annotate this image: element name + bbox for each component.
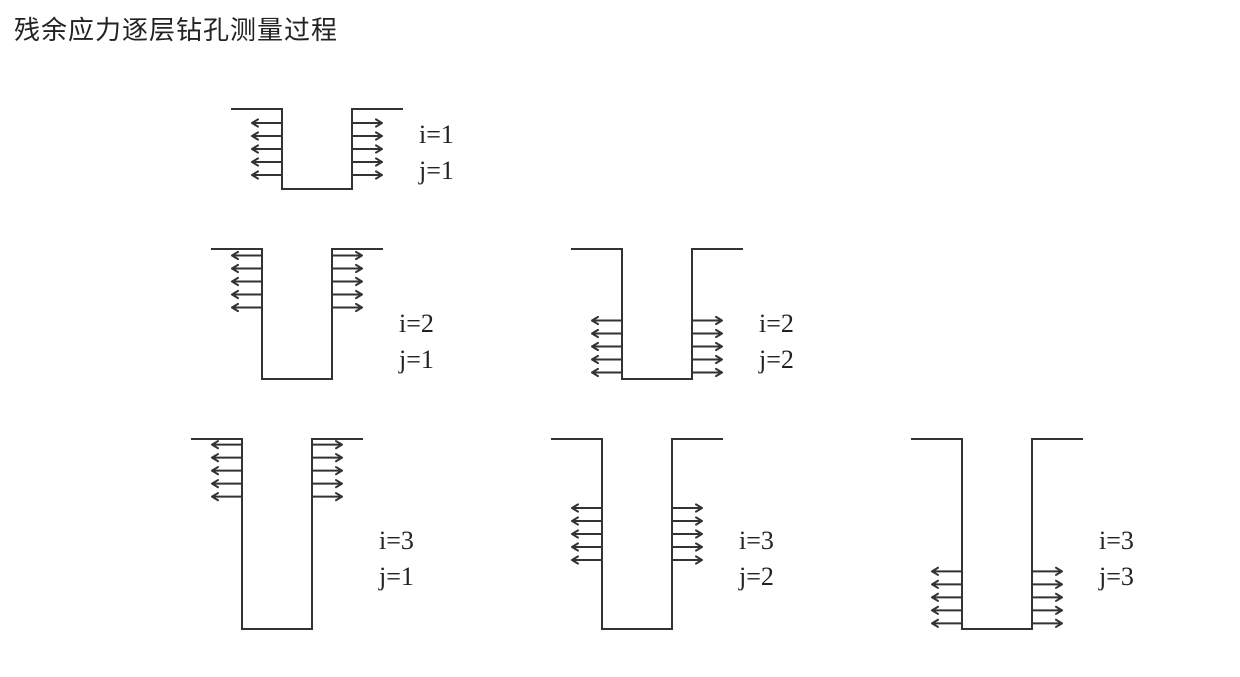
hole-outline [230, 107, 404, 193]
hole-panel-i3-j3: i=3j=3 [910, 437, 1084, 633]
label-i: i=3 [739, 523, 774, 559]
panel-labels-i3-j2: i=3j=2 [739, 523, 774, 596]
hole-panel-i3-j2: i=3j=2 [550, 437, 724, 633]
label-j: j=1 [379, 559, 414, 595]
hole-outline [550, 437, 724, 633]
panel-labels-i3-j3: i=3j=3 [1099, 523, 1134, 596]
label-j: j=2 [739, 559, 774, 595]
label-i: i=3 [1099, 523, 1134, 559]
hole-panel-i2-j2: i=2j=2 [570, 247, 744, 383]
page-title: 残余应力逐层钻孔测量过程 [14, 10, 1230, 47]
label-j: j=1 [399, 342, 434, 378]
panel-labels-i2-j1: i=2j=1 [399, 306, 434, 379]
hole-outline [570, 247, 744, 383]
label-j: j=3 [1099, 559, 1134, 595]
hole-outline [910, 437, 1084, 633]
label-j: j=1 [419, 153, 454, 189]
hole-outline [210, 247, 384, 383]
label-i: i=1 [419, 117, 454, 153]
panel-labels-i2-j2: i=2j=2 [759, 306, 794, 379]
label-i: i=2 [759, 306, 794, 342]
hole-outline [190, 437, 364, 633]
hole-panel-i2-j1: i=2j=1 [210, 247, 384, 383]
label-i: i=2 [399, 306, 434, 342]
hole-panel-i1-j1: i=1j=1 [230, 107, 404, 193]
label-j: j=2 [759, 342, 794, 378]
hole-panel-i3-j1: i=3j=1 [190, 437, 364, 633]
label-i: i=3 [379, 523, 414, 559]
panel-labels-i3-j1: i=3j=1 [379, 523, 414, 596]
panel-labels-i1-j1: i=1j=1 [419, 117, 454, 190]
diagram-canvas: i=1j=1i=2j=1i=2j=2i=3j=1i=3j=2i=3j=3 [10, 57, 1230, 677]
